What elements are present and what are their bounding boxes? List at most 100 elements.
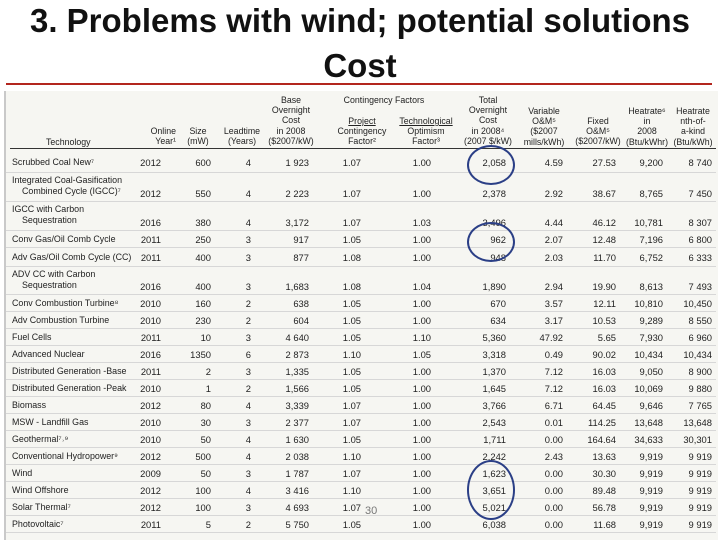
cell-lead: 3 <box>245 502 251 513</box>
cell-var: 3.57 <box>544 298 563 309</box>
cell-base: 2 223 <box>285 188 309 199</box>
technology-name-line: Adv Combustion Turbine <box>12 315 110 325</box>
technology-name-line: Scrubbed Coal New⁷ <box>12 157 95 167</box>
cell-fixed: 10.53 <box>592 315 616 326</box>
cell-lead: 4 <box>245 434 251 445</box>
cell-var: 2.43 <box>544 451 563 462</box>
cell-lead: 6 <box>245 349 251 360</box>
header-line: ($2007 <box>530 126 558 137</box>
cell-fixed: 11.68 <box>593 519 616 530</box>
cell-base: 1,335 <box>285 366 309 377</box>
cell-fixed: 46.12 <box>592 217 616 228</box>
cell-size: 400 <box>195 281 211 292</box>
cell-year: 2012 <box>140 157 161 168</box>
cell-proj: 1.05 <box>342 298 361 309</box>
slide-title-line2: Cost <box>323 47 397 84</box>
technology-name-line: IGCC with Carbon <box>12 204 85 214</box>
cell-base: 638 <box>293 298 309 309</box>
table-row: Distributed Generation -Peak 2010 1 2 1,566 1… <box>6 381 716 397</box>
cell-fixed: 30.30 <box>592 468 616 479</box>
cell-var: 4.59 <box>544 157 563 168</box>
header-line: Project <box>348 116 376 126</box>
highlight-circle <box>467 222 515 262</box>
cell-proj: 1.10 <box>342 485 361 496</box>
table-row: Conv Gas/Oil Comb Cycle 2011 250 3 917 1.05 1.… <box>6 232 716 248</box>
technology-name: Distributed Generation -Base <box>12 366 126 377</box>
cell-year: 2011 <box>140 519 161 530</box>
technology-name: ADV CC with Carbon Sequestration <box>12 269 95 291</box>
cell-proj: 1.10 <box>342 451 361 462</box>
cell-proj: 1.07 <box>342 502 361 513</box>
cell-base: 3,339 <box>285 400 309 411</box>
cell-hr: 9,646 <box>639 400 663 411</box>
technology-name: MSW - Landfill Gas <box>12 417 88 428</box>
cell-size: 100 <box>195 502 211 513</box>
cell-year: 2011 <box>140 234 161 245</box>
cell-lead: 3 <box>245 468 251 479</box>
cell-tech: 1.00 <box>412 157 431 168</box>
header-line: Total <box>478 95 498 105</box>
cell-tech: 1.00 <box>412 502 431 513</box>
cell-total: 3,766 <box>482 400 506 411</box>
header-online-year: Online Year¹ <box>140 126 176 146</box>
cell-base: 917 <box>293 234 309 245</box>
header-line: Fixed <box>587 116 609 126</box>
cell-fixed: 16.03 <box>592 366 616 377</box>
cell-proj: 1.07 <box>342 468 361 479</box>
cell-hrn: 9 919 <box>688 485 712 496</box>
cell-var: 0.00 <box>544 434 563 445</box>
cell-var: 2.03 <box>544 252 563 263</box>
table-row: Wind Offshore 2012 100 4 3 416 1.10 1.00 3,651 0… <box>6 483 716 499</box>
header-line: Overnight <box>271 105 311 116</box>
cell-year: 2012 <box>140 502 161 513</box>
header-line: O&M⁵ <box>586 126 610 137</box>
cell-total: 1,711 <box>483 434 506 445</box>
cell-tech: 1.00 <box>412 188 431 199</box>
cell-tech: 1.00 <box>412 383 431 394</box>
cell-year: 2011 <box>140 332 161 343</box>
header-size: Size (mW) <box>182 126 214 146</box>
technology-name-line: Distributed Generation -Peak <box>12 383 127 393</box>
cell-hr: 13,648 <box>634 417 663 428</box>
cell-fixed: 27.53 <box>592 157 616 168</box>
cell-hr: 9,200 <box>639 157 663 168</box>
cell-tech: 1.00 <box>412 400 431 411</box>
table-row: Fuel Cells 2011 10 3 4 640 1.05 1.10 5,360 47.92… <box>6 330 716 346</box>
cell-tech: 1.00 <box>412 366 431 377</box>
cell-hr: 10,781 <box>634 217 663 228</box>
technology-name-line: Solar Thermal⁷ <box>12 502 71 512</box>
cell-lead: 3 <box>245 417 251 428</box>
cell-year: 2011 <box>140 252 161 263</box>
cell-lead: 2 <box>245 315 251 326</box>
cell-size: 1 <box>205 383 211 394</box>
technology-name-line: Sequestration <box>22 280 77 290</box>
header-project-factor: Project Contingency Factor² <box>328 116 396 147</box>
cell-lead: 4 <box>245 188 251 199</box>
table-row: Conventional Hydropower⁹ 2012 500 4 2 038 1.1… <box>6 449 716 465</box>
cell-hrn: 30,301 <box>683 434 712 445</box>
technology-name-line: Wind Offshore <box>12 485 69 495</box>
cell-proj: 1.05 <box>342 434 361 445</box>
technology-name-line: Conventional Hydropower⁹ <box>12 451 118 461</box>
cell-tech: 1.04 <box>412 281 431 292</box>
header-line: Year¹ <box>155 136 176 147</box>
cell-hr: 9,050 <box>639 366 663 377</box>
technology-name-line: Advanced Nuclear <box>12 349 85 359</box>
cell-total: 1,890 <box>482 281 506 292</box>
cell-size: 500 <box>195 451 211 462</box>
technology-name-line: Wind <box>12 468 33 478</box>
cell-var: 2.92 <box>544 188 563 199</box>
cell-proj: 1.05 <box>342 383 361 394</box>
cell-fixed: 12.11 <box>593 298 616 309</box>
cell-hrn: 10,450 <box>683 298 712 309</box>
cell-fixed: 13.63 <box>592 451 616 462</box>
cell-base: 1,566 <box>285 383 309 394</box>
cost-table: Technology Online Year¹ Size (mW) Leadtime… <box>4 91 718 540</box>
cell-total: 634 <box>490 315 506 326</box>
cell-total: 1,370 <box>482 366 506 377</box>
header-line: Overnight <box>468 105 508 116</box>
table-row: Biomass 2012 80 4 3,339 1.07 1.00 3,766 6.71 64.4… <box>6 398 716 414</box>
cell-hr: 10,810 <box>634 298 663 309</box>
cell-hr: 10,434 <box>634 349 663 360</box>
cell-tech: 1.10 <box>412 332 431 343</box>
